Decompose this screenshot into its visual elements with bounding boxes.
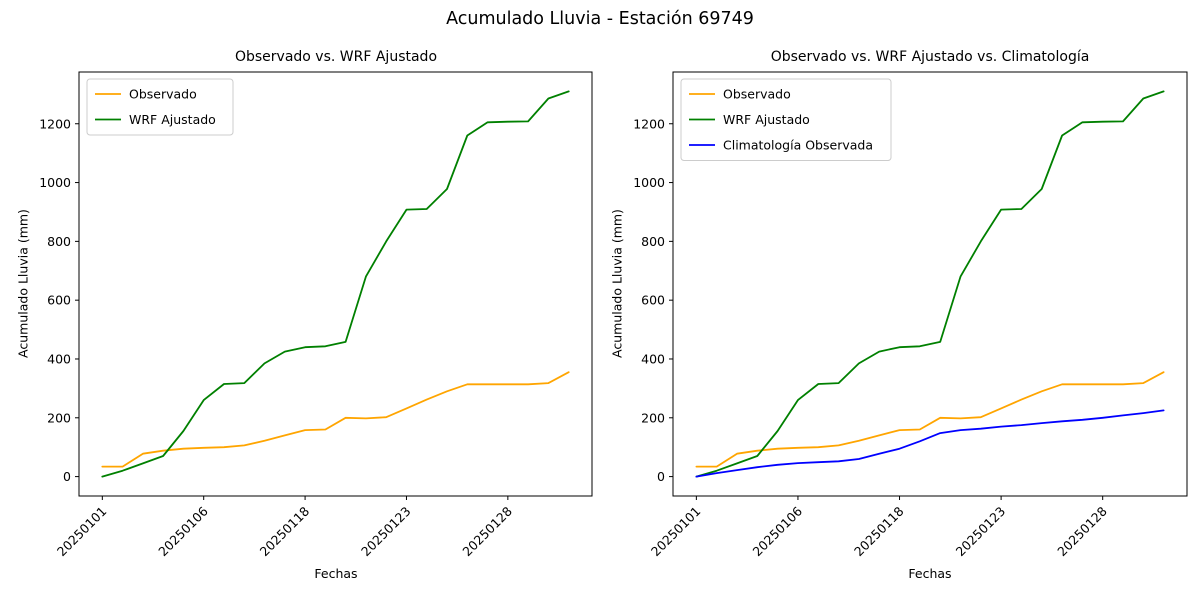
y-tick-label: 800	[47, 234, 71, 249]
y-tick-label: 1200	[39, 116, 71, 131]
series-line-climatolog-a-observada	[695, 409, 1165, 478]
legend-box	[86, 78, 234, 136]
legend-label-observado: Observado	[723, 87, 791, 102]
series-line-observado	[101, 371, 570, 468]
x-tick-label: 20250118	[257, 503, 313, 559]
x-tick-label: 20250123	[953, 504, 1009, 560]
y-tick-label: 1000	[633, 175, 665, 190]
x-tick-label: 20250128	[1054, 503, 1110, 559]
x-tick-label: 20250128	[459, 503, 515, 559]
right-chart-x-axis-label: Fechas	[908, 566, 952, 581]
legend-label-observado: Observado	[129, 87, 197, 102]
legend-label-wrf-ajustado: WRF Ajustado	[129, 112, 216, 127]
y-tick-label: 400	[641, 351, 665, 366]
subplot-1: 0 200 400 600 800 1000 1200 20250101 20250106 202…	[633, 71, 1188, 560]
x-tick-label: 20250123	[358, 504, 414, 560]
plot-border	[672, 71, 1188, 497]
x-tick-label: 20250106	[155, 503, 211, 559]
y-tick-label: 800	[641, 234, 665, 249]
left-chart-x-axis-label: Fechas	[314, 566, 358, 581]
legend-label-climatolog-a-observada: Climatología Observada	[723, 138, 873, 153]
y-tick-label: 200	[641, 410, 665, 425]
left-chart-title: Observado vs. WRF Ajustado	[234, 49, 438, 65]
x-tick-label: 20250118	[851, 503, 907, 559]
plot-border	[78, 71, 593, 497]
subplot-0: 0 200 400 600 800 1000 1200 20250101 20250106 202…	[39, 71, 593, 560]
legend-box	[680, 78, 892, 161]
y-tick-label: 600	[47, 293, 71, 308]
y-tick-label: 1200	[633, 116, 665, 131]
right-chart-title: Observado vs. WRF Ajustado vs. Climatolo…	[770, 49, 1090, 65]
figure-title: Acumulado Lluvia - Estación 69749	[446, 9, 754, 29]
y-tick-label: 200	[47, 410, 71, 425]
y-tick-label: 600	[641, 293, 665, 308]
series-line-observado	[695, 371, 1165, 468]
y-tick-label: 400	[47, 351, 71, 366]
series-line-wrf-ajustado	[695, 90, 1165, 478]
legend-label-wrf-ajustado: WRF Ajustado	[723, 112, 810, 127]
y-tick-label: 0	[657, 469, 665, 484]
y-tick-label: 0	[63, 469, 71, 484]
series-line-wrf-ajustado	[101, 90, 570, 478]
y-tick-label: 1000	[39, 175, 71, 190]
x-tick-label: 20250101	[648, 504, 704, 560]
x-tick-label: 20250106	[749, 503, 805, 559]
x-tick-label: 20250101	[54, 504, 110, 560]
